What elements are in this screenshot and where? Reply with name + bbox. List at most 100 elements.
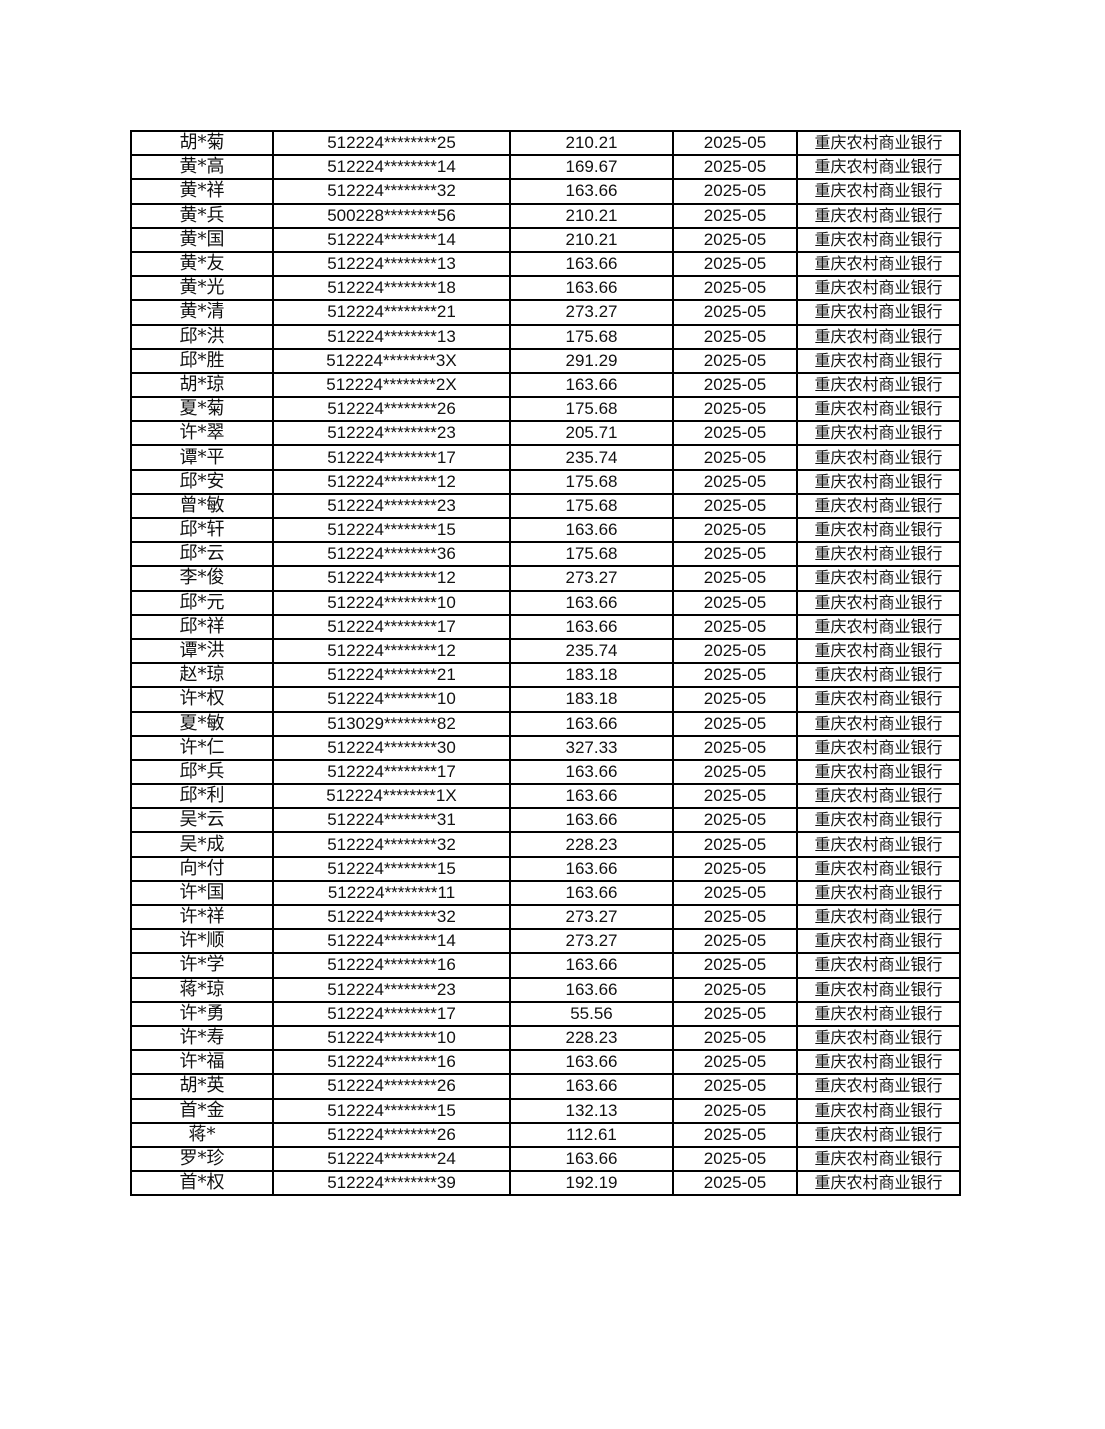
table-row: 黄*高 512224********14 169.67 2025-05 重庆农村商业银行	[130, 154, 961, 181]
table-row: 首*权 512224********39 192.19 2025-05 重庆农村商业银行	[130, 1170, 961, 1197]
table-row: 黄*清 512224********21 273.27 2025-05 重庆农村商业银行	[130, 299, 961, 326]
bank-cell: 重庆农村商业银行	[796, 589, 961, 616]
bank-cell: 重庆农村商业银行	[796, 420, 961, 447]
name-cell: 邱*云	[130, 541, 274, 568]
amount-cell: 210.21	[509, 202, 674, 229]
amount-cell: 327.33	[509, 734, 674, 761]
amount-cell: 175.68	[509, 468, 674, 495]
table-row: 邱*兵 512224********17 163.66 2025-05 重庆农村商业银行	[130, 758, 961, 786]
table-row: 黄*光 512224********18 163.66 2025-05 重庆农村商业银行	[130, 275, 961, 302]
id-number-cell: 512224********30	[272, 734, 511, 761]
bank-cell: 重庆农村商业银行	[796, 1024, 961, 1052]
month-cell: 2025-05	[672, 1073, 798, 1100]
name-cell: 邱*洪	[130, 323, 274, 350]
id-number-cell: 512224********36	[272, 541, 511, 568]
amount-cell: 163.66	[509, 758, 674, 786]
month-cell: 2025-05	[672, 1000, 798, 1027]
table-body: 胡*菊 512224********25 210.21 2025-05 重庆农村商业银行…	[130, 129, 961, 1197]
amount-cell: 210.21	[509, 129, 674, 157]
id-number-cell: 512224********32	[272, 831, 511, 858]
table-row: 蒋*琼 512224********23 163.66 2025-05 重庆农村商业银行	[130, 976, 961, 1003]
name-cell: 吴*成	[130, 831, 274, 858]
month-cell: 2025-05	[672, 1170, 798, 1197]
bank-cell: 重庆农村商业银行	[796, 952, 961, 979]
amount-cell: 273.27	[509, 565, 674, 592]
name-cell: 邱*安	[130, 468, 274, 495]
name-cell: 许*仁	[130, 734, 274, 761]
table-row: 蒋* 512224********26 112.61 2025-05 重庆农村商业银行	[130, 1121, 961, 1148]
amount-cell: 55.56	[509, 1000, 674, 1027]
bank-cell: 重庆农村商业银行	[796, 565, 961, 592]
bank-cell: 重庆农村商业银行	[796, 468, 961, 495]
amount-cell: 291.29	[509, 347, 674, 374]
id-number-cell: 512224********24	[272, 1145, 511, 1173]
table-row: 夏*菊 512224********26 175.68 2025-05 重庆农村商业银行	[130, 396, 961, 423]
name-cell: 蒋*琼	[130, 976, 274, 1003]
id-number-cell: 512224********15	[272, 516, 511, 544]
bank-cell: 重庆农村商业银行	[796, 1049, 961, 1076]
month-cell: 2025-05	[672, 686, 798, 713]
amount-cell: 163.66	[509, 589, 674, 616]
month-cell: 2025-05	[672, 202, 798, 229]
month-cell: 2025-05	[672, 371, 798, 399]
amount-cell: 163.66	[509, 855, 674, 882]
bank-cell: 重庆农村商业银行	[796, 807, 961, 834]
table-row: 邱*轩 512224********15 163.66 2025-05 重庆农村商业银行	[130, 516, 961, 544]
amount-cell: 163.66	[509, 807, 674, 834]
month-cell: 2025-05	[672, 420, 798, 447]
bank-cell: 重庆农村商业银行	[796, 250, 961, 278]
name-cell: 首*金	[130, 1097, 274, 1124]
bank-cell: 重庆农村商业银行	[796, 492, 961, 520]
bank-cell: 重庆农村商业银行	[796, 1000, 961, 1027]
table-row: 赵*琼 512224********21 183.18 2025-05 重庆农村商业银行	[130, 662, 961, 689]
table-row: 许*权 512224********10 183.18 2025-05 重庆农村商业银行	[130, 686, 961, 713]
bank-cell: 重庆农村商业银行	[796, 299, 961, 326]
name-cell: 黄*兵	[130, 202, 274, 229]
bank-cell: 重庆农村商业银行	[796, 1073, 961, 1100]
table-row: 李*俊 512224********12 273.27 2025-05 重庆农村商业银行	[130, 565, 961, 592]
bank-cell: 重庆农村商业银行	[796, 637, 961, 665]
id-number-cell: 512224********23	[272, 420, 511, 447]
month-cell: 2025-05	[672, 928, 798, 955]
id-number-cell: 512224********12	[272, 565, 511, 592]
table-row: 许*翠 512224********23 205.71 2025-05 重庆农村商业银行	[130, 420, 961, 447]
month-cell: 2025-05	[672, 589, 798, 616]
bank-cell: 重庆农村商业银行	[796, 516, 961, 544]
amount-cell: 163.66	[509, 1049, 674, 1076]
month-cell: 2025-05	[672, 903, 798, 931]
amount-cell: 183.18	[509, 686, 674, 713]
month-cell: 2025-05	[672, 250, 798, 278]
name-cell: 黄*友	[130, 250, 274, 278]
id-number-cell: 512224********26	[272, 1121, 511, 1148]
id-number-cell: 512224********14	[272, 226, 511, 253]
amount-cell: 163.66	[509, 178, 674, 205]
name-cell: 谭*洪	[130, 637, 274, 665]
id-number-cell: 512224********12	[272, 468, 511, 495]
id-number-cell: 512224********25	[272, 129, 511, 157]
month-cell: 2025-05	[672, 347, 798, 374]
id-number-cell: 512224********15	[272, 1097, 511, 1124]
table-row: 邱*安 512224********12 175.68 2025-05 重庆农村商业银行	[130, 468, 961, 495]
name-cell: 许*勇	[130, 1000, 274, 1027]
table-row: 谭*洪 512224********12 235.74 2025-05 重庆农村商业银行	[130, 637, 961, 665]
name-cell: 邱*兵	[130, 758, 274, 786]
month-cell: 2025-05	[672, 855, 798, 882]
table-row: 邱*胜 512224********3X 291.29 2025-05 重庆农村商业银行	[130, 347, 961, 374]
bank-cell: 重庆农村商业银行	[796, 879, 961, 907]
id-number-cell: 512224********10	[272, 1024, 511, 1052]
id-number-cell: 513029********82	[272, 710, 511, 737]
id-number-cell: 512224********32	[272, 178, 511, 205]
table-row: 许*勇 512224********17 55.56 2025-05 重庆农村商业银行	[130, 1000, 961, 1027]
id-number-cell: 512224********1X	[272, 783, 511, 810]
id-number-cell: 512224********23	[272, 976, 511, 1003]
id-number-cell: 512224********3X	[272, 347, 511, 374]
amount-cell: 210.21	[509, 226, 674, 253]
amount-cell: 163.66	[509, 613, 674, 640]
table-row: 吴*成 512224********32 228.23 2025-05 重庆农村商业银行	[130, 831, 961, 858]
bank-cell: 重庆农村商业银行	[796, 686, 961, 713]
name-cell: 胡*英	[130, 1073, 274, 1100]
name-cell: 谭*平	[130, 444, 274, 471]
table-row: 邱*洪 512224********13 175.68 2025-05 重庆农村商业银行	[130, 323, 961, 350]
bank-cell: 重庆农村商业银行	[796, 662, 961, 689]
table-row: 胡*英 512224********26 163.66 2025-05 重庆农村商业银行	[130, 1073, 961, 1100]
